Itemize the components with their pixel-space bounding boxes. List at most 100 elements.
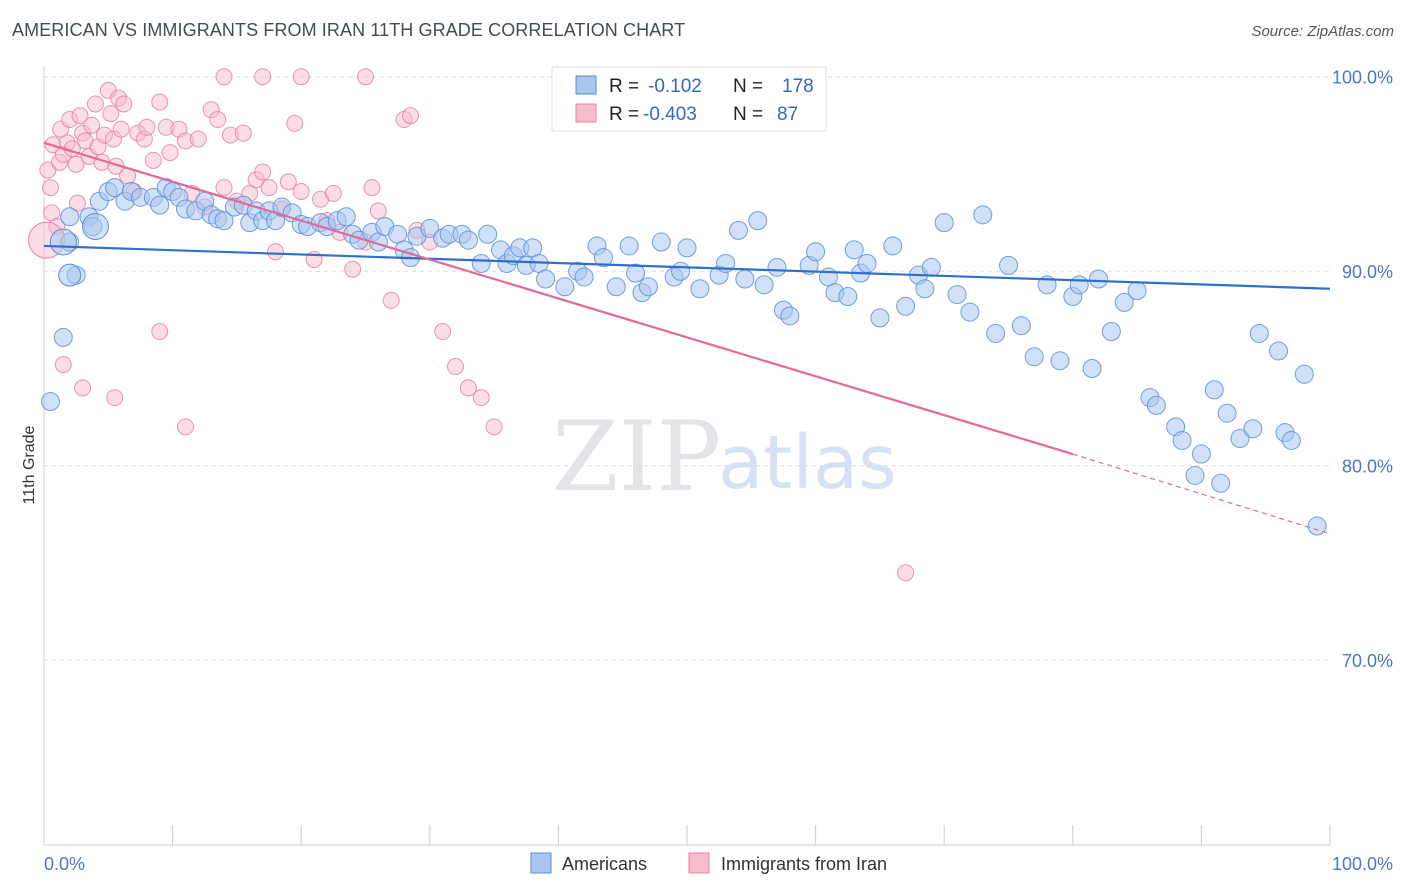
americans-point <box>947 285 967 305</box>
americans-point <box>806 242 826 262</box>
legend-n-value: 178 <box>782 76 814 97</box>
x-tick-label: 0.0% <box>44 854 85 874</box>
iran-point <box>112 120 130 138</box>
legend-r-label: R = <box>609 104 639 125</box>
americans-point <box>677 238 697 258</box>
americans-point <box>1082 358 1102 378</box>
americans-point <box>536 269 556 289</box>
legend-swatch-americans <box>575 75 597 95</box>
bottom-legend-americans: Americans <box>562 854 647 874</box>
y-tick-label: 90.0% <box>1342 262 1393 282</box>
americans-point <box>838 287 858 307</box>
americans-point <box>754 275 774 295</box>
iran-point <box>292 68 310 86</box>
americans-point <box>883 236 903 256</box>
americans-point <box>973 205 993 225</box>
legend-r-label: R = <box>609 76 639 97</box>
americans-point <box>748 211 768 231</box>
americans-point <box>626 263 646 283</box>
y-tick-label: 80.0% <box>1342 457 1393 477</box>
legend-r-value: -0.403 <box>643 104 697 125</box>
legend-r-value: -0.102 <box>648 76 702 97</box>
iran-point <box>189 130 207 148</box>
americans-point <box>471 253 491 273</box>
americans-point <box>1127 281 1147 301</box>
x-tick-label: 100.0% <box>1332 854 1393 874</box>
iran-point <box>447 358 465 376</box>
iran-trend-line <box>43 141 1074 456</box>
iran-point <box>260 179 278 197</box>
americans-point <box>40 392 60 412</box>
trend-lines <box>43 141 1331 535</box>
iran-point <box>369 202 387 220</box>
iran-point <box>106 389 124 407</box>
americans-point <box>1069 275 1089 295</box>
axes <box>43 67 1331 846</box>
bottom-legend: Americans Immigrants from Iran <box>530 852 887 874</box>
iran-point <box>382 291 400 309</box>
iran-point <box>86 95 104 113</box>
iran-point <box>74 379 92 397</box>
chart-title: AMERICAN VS IMMIGRANTS FROM IRAN 11TH GR… <box>12 20 686 40</box>
americans-point <box>1249 323 1269 343</box>
americans-point <box>1172 430 1192 450</box>
americans-point-large <box>58 263 82 287</box>
y-axis-label: 11th Grade <box>21 425 38 504</box>
iran-point <box>357 68 374 86</box>
americans-point <box>638 277 658 297</box>
americans-point <box>1185 465 1205 485</box>
iran-point <box>286 114 304 132</box>
americans-point <box>1191 444 1211 464</box>
americans-point <box>671 261 691 281</box>
americans-point <box>1024 347 1044 367</box>
americans-point <box>555 277 575 297</box>
americans-point <box>1243 419 1263 439</box>
iran-point <box>102 105 120 123</box>
iran-trend-line-extension <box>1072 453 1331 535</box>
iran-point <box>215 179 233 197</box>
iran-point <box>161 144 179 162</box>
iran-point <box>459 379 477 397</box>
americans-point <box>1204 380 1224 400</box>
americans-point <box>844 240 864 260</box>
iran-point <box>176 418 194 436</box>
americans-point <box>1089 269 1109 289</box>
americans-point <box>857 253 877 273</box>
iran-point <box>363 179 381 197</box>
iran-point <box>266 243 284 261</box>
americans-point <box>986 323 1006 343</box>
americans-point <box>420 218 440 238</box>
americans-point <box>1217 403 1237 423</box>
iran-point <box>209 111 227 129</box>
americans-point <box>619 236 639 256</box>
bottom-legend-swatch-americans <box>530 852 552 874</box>
americans-point <box>915 279 935 299</box>
americans-point <box>870 308 890 328</box>
iran-point <box>71 107 89 125</box>
iran-point <box>402 107 420 125</box>
americans-trend-line <box>43 244 1331 290</box>
americans-point <box>999 255 1018 275</box>
americans-point <box>150 195 170 215</box>
americans-point <box>1230 428 1250 448</box>
americans-point <box>1114 292 1134 312</box>
iran-point <box>215 68 233 86</box>
watermark-zip: ZIP <box>552 401 721 513</box>
legend: R = -0.102 N = 178 R = -0.403 N = 87 <box>551 66 827 132</box>
americans-point <box>1269 341 1289 361</box>
americans-point <box>60 207 80 227</box>
americans-point <box>690 279 710 299</box>
americans-point <box>1146 395 1166 415</box>
americans-point <box>1294 364 1314 384</box>
y-tick-label: 100.0% <box>1332 68 1393 88</box>
americans-point <box>336 207 356 227</box>
americans-point <box>921 257 941 277</box>
americans-point <box>478 224 498 244</box>
iran-point <box>138 118 156 136</box>
americans-point <box>214 211 234 231</box>
iran-point <box>151 93 169 111</box>
iran-point <box>151 323 169 341</box>
americans-point <box>1211 473 1231 493</box>
legend-box <box>551 66 827 132</box>
